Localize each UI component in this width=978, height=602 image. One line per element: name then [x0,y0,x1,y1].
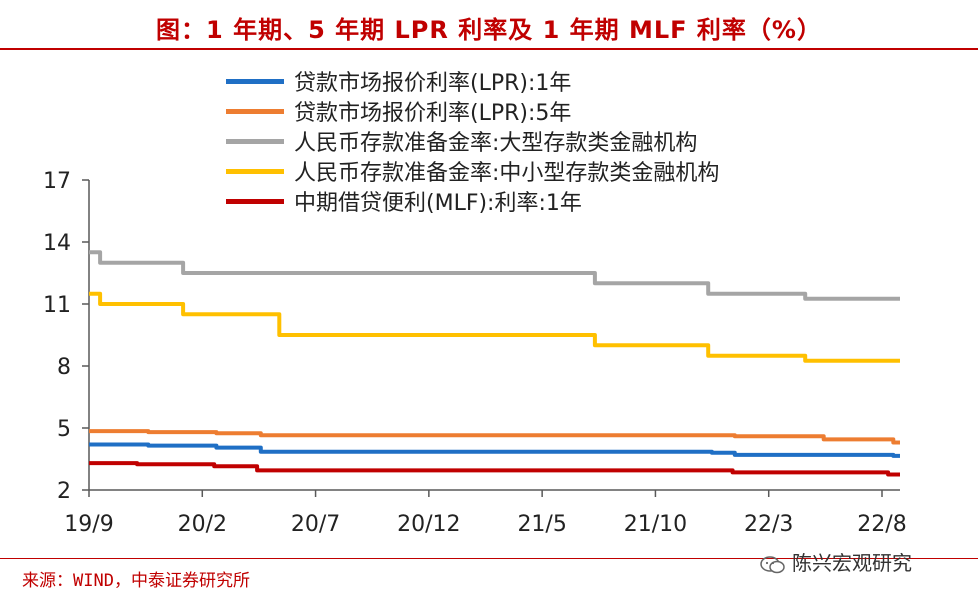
line-chart: 2 5 8 11 14 17 19/9 20/2 20/7 20/12 21/5 21/10 22/3 2… [43,169,907,537]
x-tick-label: 22/8 [857,512,906,537]
x-tick-label: 20/12 [397,512,460,537]
series-line-1 [89,429,900,445]
x-tick-label: 19/9 [64,512,113,537]
legend-swatch-lpr1 [226,78,284,84]
series-line-4 [89,461,900,477]
legend-item-rrr-large: 人民币存款准备金率:大型存款类金融机构 [226,126,719,156]
legend-label-lpr5: 贷款市场报价利率(LPR):5年 [294,101,572,126]
legend-label-lpr1: 贷款市场报价利率(LPR):1年 [294,71,572,96]
source-note: 来源：WIND，中泰证券研究所 [22,571,250,591]
series-line-0 [89,442,900,458]
legend-label-rrr-small: 人民币存款准备金率:中小型存款类金融机构 [294,161,720,186]
x-tick-label: 20/2 [178,512,227,537]
chart-title: 图：1 年期、5 年期 LPR 利率及 1 年期 MLF 利率（%） [156,16,822,44]
y-tick-label: 8 [57,355,71,380]
footer-divider [0,558,978,559]
legend: 贷款市场报价利率(LPR):1年 贷款市场报价利率(LPR):5年 人民币存款准… [226,66,719,216]
watermark-text: 陈兴宏观研究 [792,551,912,575]
wechat-icon [760,555,785,573]
legend-label-mlf: 中期借贷便利(MLF):利率:1年 [294,191,582,216]
x-tick-label: 21/10 [624,512,687,537]
legend-swatch-rrr-small [226,168,284,174]
legend-item-lpr1: 贷款市场报价利率(LPR):1年 [226,66,719,96]
series-line-3 [89,291,900,363]
x-tick-label: 21/5 [517,512,566,537]
x-tick-label: 22/3 [744,512,793,537]
y-tick-label: 14 [43,231,71,256]
legend-swatch-mlf [226,198,284,204]
y-tick-label: 5 [57,417,71,442]
legend-item-rrr-small: 人民币存款准备金率:中小型存款类金融机构 [226,156,719,186]
legend-label-rrr-large: 人民币存款准备金率:大型存款类金融机构 [294,131,698,156]
x-tick-label: 20/7 [291,512,340,537]
y-tick-label: 11 [43,293,71,318]
legend-swatch-rrr-large [226,138,284,144]
series-line-2 [89,250,900,301]
watermark: 陈兴宏观研究 [760,547,912,576]
y-tick-label: 2 [57,479,71,504]
legend-swatch-lpr5 [226,108,284,114]
y-tick-label: 17 [43,169,71,194]
legend-item-lpr5: 贷款市场报价利率(LPR):5年 [226,96,719,126]
title-divider [0,48,978,50]
legend-item-mlf: 中期借贷便利(MLF):利率:1年 [226,186,719,216]
